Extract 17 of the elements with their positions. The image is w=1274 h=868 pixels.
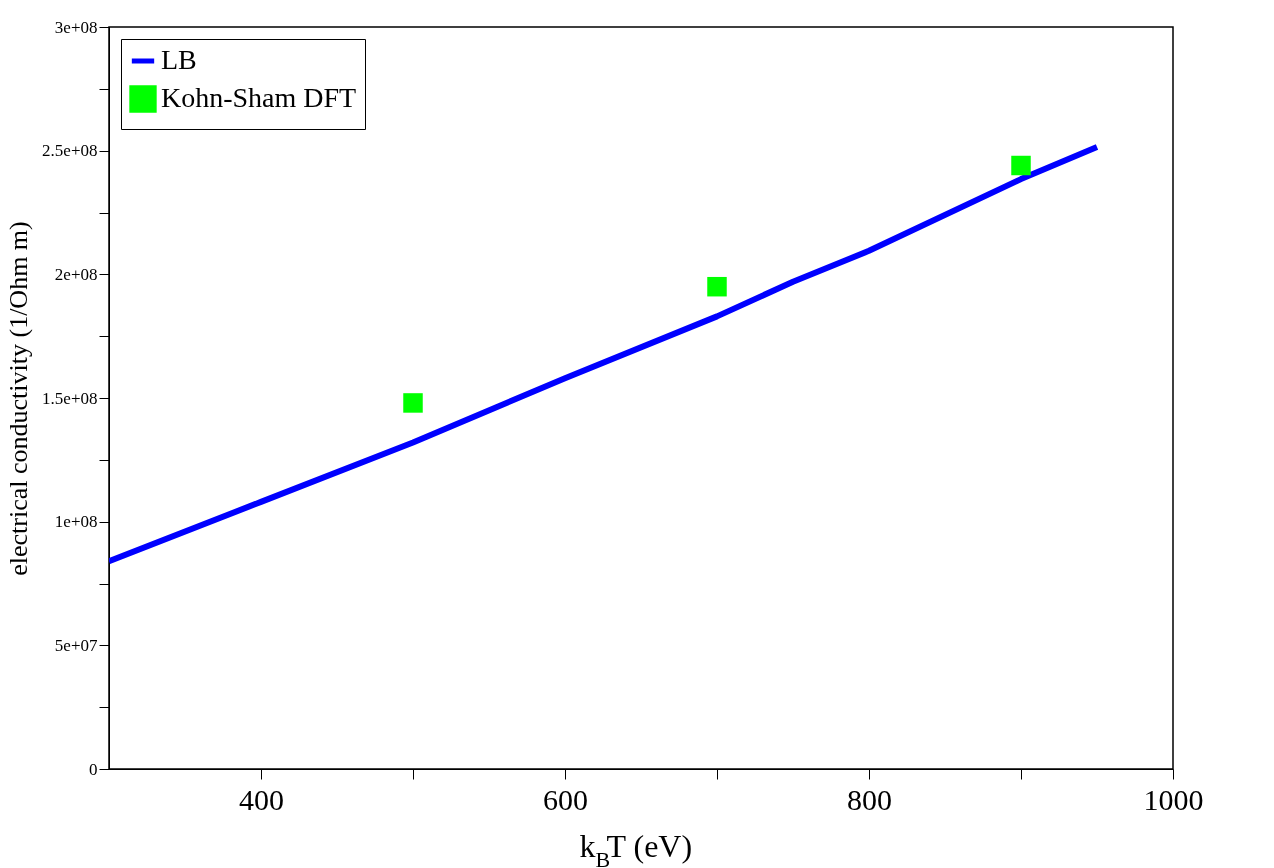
y-tick-label: 1e+08 (54, 512, 98, 532)
y-tick-label: 2e+08 (54, 264, 98, 284)
point (1011, 155, 1031, 176)
x-tick-label: 800 (847, 782, 892, 816)
x-tick-label: 400 (239, 782, 284, 816)
x-tick-label: 600 (543, 782, 588, 816)
y-tick-label: 0 (89, 759, 98, 779)
y-tick-label: 3e+08 (54, 17, 98, 37)
legend-label: LB (161, 44, 197, 75)
y-axis-title: electrical conductivity (1/Ohm m) (4, 221, 34, 576)
point (403, 393, 423, 413)
x-tick-label: 1000 (1143, 782, 1204, 816)
y-tick-label: 2.5e+08 (42, 141, 98, 161)
y-tick-label: 5e+07 (54, 635, 98, 655)
point (707, 276, 727, 297)
y-tick-label: 1.5e+08 (42, 388, 98, 408)
legend-label: Kohn-Sham DFT (161, 82, 357, 113)
